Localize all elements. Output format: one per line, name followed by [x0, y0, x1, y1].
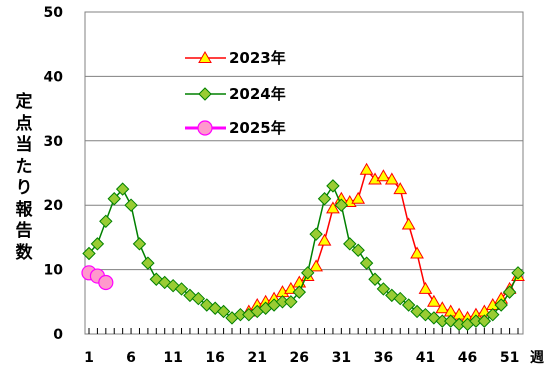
data-point-diamond — [494, 298, 508, 312]
grid-lines — [85, 75, 523, 271]
y-tick-label: 20 — [44, 198, 64, 214]
x-tick-label: 46 — [458, 350, 477, 366]
data-point-circle — [98, 274, 114, 291]
data-point-diamond — [502, 285, 517, 299]
data-point-diamond — [99, 214, 113, 229]
x-axis-tick-labels: 1 6 11 16 21 26 31 36 41 46 51 — [84, 350, 519, 366]
y-axis-label-char: 告 — [15, 221, 33, 241]
data-point-triangle — [401, 217, 416, 230]
data-point-diamond — [486, 307, 500, 322]
x-tick-label: 16 — [205, 350, 224, 366]
y-axis-tick-labels: 0 10 20 30 40 50 — [44, 5, 64, 343]
data-point-diamond — [107, 192, 121, 206]
data-point-triangle — [384, 172, 399, 185]
legend-label: 2023年 — [229, 49, 286, 67]
y-axis-label-char: 数 — [15, 242, 33, 263]
data-point-diamond — [115, 182, 130, 196]
y-axis-label: 定点当たり報告数 — [14, 92, 34, 264]
data-point-diamond — [292, 285, 307, 299]
x-axis-label: 週 — [530, 350, 544, 366]
y-axis-label-char: 報 — [15, 199, 33, 220]
data-point-diamond — [334, 198, 349, 212]
data-point-diamond — [82, 246, 96, 261]
data-point-diamond — [300, 266, 315, 280]
series-layer — [81, 162, 525, 332]
x-tick-label: 41 — [416, 350, 435, 366]
legend-label: 2025年 — [229, 119, 286, 137]
y-tick-label: 30 — [44, 134, 64, 150]
data-point-diamond — [90, 237, 105, 251]
y-axis-label-char: り — [15, 178, 33, 198]
y-tick-label: 0 — [53, 327, 63, 343]
y-axis-label-char: 点 — [15, 113, 33, 134]
data-point-triangle — [359, 162, 374, 175]
data-point-triangle — [284, 281, 298, 294]
data-point-diamond — [216, 304, 231, 319]
y-tick-label: 40 — [44, 69, 64, 85]
data-point-triangle — [326, 201, 340, 214]
x-tick-label: 6 — [126, 350, 136, 366]
data-point-triangle — [418, 281, 433, 294]
data-point-diamond — [326, 179, 340, 193]
data-point-diamond — [191, 291, 206, 306]
y-tick-label: 50 — [44, 5, 64, 21]
data-point-diamond — [284, 295, 298, 309]
data-point-diamond — [317, 192, 332, 206]
x-tick-label: 36 — [374, 350, 393, 366]
x-tick-label: 1 — [84, 350, 94, 366]
y-axis-label-char: 当 — [15, 135, 33, 155]
data-point-diamond — [124, 198, 138, 212]
data-point-diamond — [376, 282, 391, 296]
data-point-diamond — [343, 237, 357, 251]
data-point-diamond — [132, 237, 147, 251]
legend-item: 2025年 — [185, 119, 286, 137]
data-point-triangle — [351, 191, 366, 204]
legend-label: 2024年 — [229, 85, 286, 103]
data-point-diamond — [309, 227, 323, 241]
data-point-triangle — [317, 233, 332, 246]
x-tick-label: 51 — [500, 350, 519, 366]
data-point-triangle — [376, 169, 391, 182]
data-point-diamond — [198, 87, 212, 101]
data-point-diamond — [351, 243, 365, 257]
legend: 2023年 2024年 2025年 — [185, 49, 286, 137]
series-2025年 — [81, 265, 114, 291]
data-point-diamond — [359, 256, 374, 270]
y-axis-label-char: た — [15, 156, 33, 177]
data-point-triangle — [435, 301, 450, 314]
data-point-triangle — [309, 259, 323, 272]
data-point-circle — [197, 120, 213, 136]
y-axis-label-char: 定 — [15, 92, 33, 112]
x-axis-tick-marks — [88, 328, 519, 334]
legend-item: 2023年 — [185, 49, 286, 67]
x-tick-label: 21 — [247, 350, 266, 366]
data-point-triangle — [393, 182, 408, 195]
legend-item: 2024年 — [185, 85, 286, 103]
x-tick-label: 11 — [163, 350, 182, 366]
data-point-triangle — [410, 246, 424, 259]
data-point-diamond — [393, 291, 407, 306]
series-2024年 — [82, 179, 525, 332]
data-point-diamond — [368, 272, 382, 286]
y-tick-label: 10 — [44, 263, 64, 279]
data-point-diamond — [477, 314, 492, 328]
data-point-triangle — [198, 50, 212, 63]
data-point-triangle — [427, 294, 441, 307]
data-point-diamond — [401, 298, 416, 312]
data-point-diamond — [141, 256, 155, 270]
data-point-diamond — [174, 282, 189, 296]
x-tick-label: 31 — [332, 350, 351, 366]
x-tick-label: 26 — [290, 350, 309, 366]
data-point-diamond — [511, 266, 525, 280]
